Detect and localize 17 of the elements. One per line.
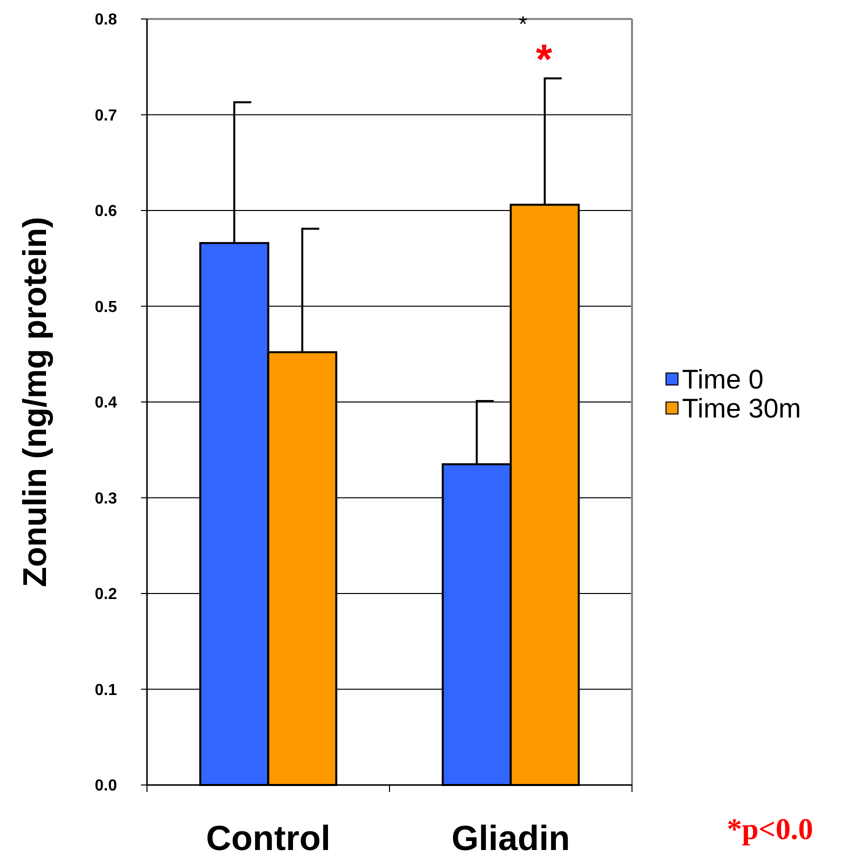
y-tick-label: 0.2	[94, 586, 118, 604]
x-tick-label: Control	[206, 819, 330, 857]
y-tick-label: 0.3	[94, 490, 118, 508]
x-tick-label: Gliadin	[451, 819, 570, 857]
y-tick-label: 0.8	[94, 12, 118, 29]
y-tick-label: 0.4	[94, 394, 118, 412]
y-axis-title: Zonulin (ng/mg protein)	[16, 216, 53, 588]
y-tick-label: 0.6	[94, 203, 118, 220]
legend-label: Time 30m	[682, 393, 802, 424]
y-tick-label: 0.1	[94, 682, 118, 699]
annotation: *	[518, 11, 528, 36]
y-tick-label: 0.7	[94, 107, 118, 124]
y-tick-label: 0.5	[94, 298, 118, 316]
y-tick-label: 0.0	[94, 778, 118, 795]
annotation: *	[536, 35, 553, 82]
legend-label: Time 0	[682, 364, 764, 394]
text: *p<0.0	[726, 813, 814, 846]
